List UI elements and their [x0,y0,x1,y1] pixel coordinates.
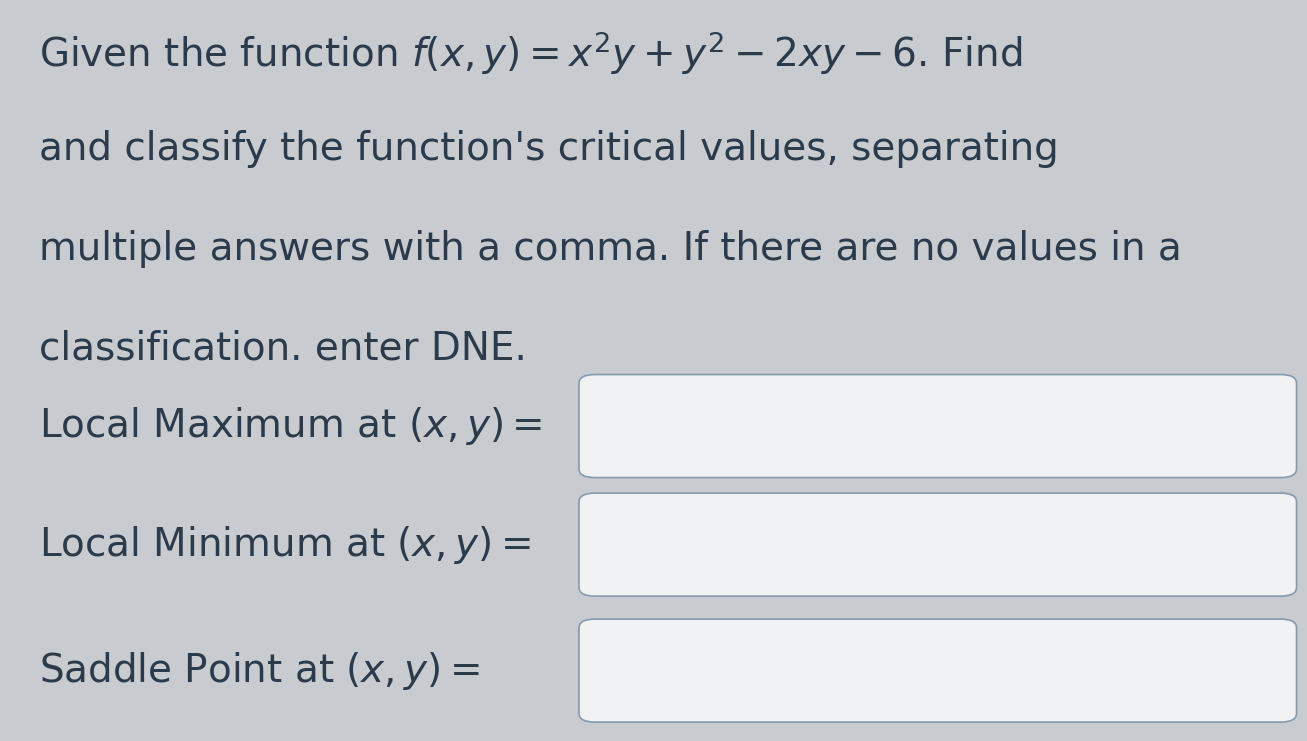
FancyBboxPatch shape [579,375,1297,478]
Text: and classify the function's critical values, separating: and classify the function's critical val… [39,130,1059,167]
Text: Local Minimum at $(x, y) =$: Local Minimum at $(x, y) =$ [39,524,531,565]
Text: multiple answers with a comma. If there are no values in a: multiple answers with a comma. If there … [39,230,1182,268]
Text: Local Maximum at $(x, y) =$: Local Maximum at $(x, y) =$ [39,405,542,447]
Text: classification. enter DNE.: classification. enter DNE. [39,330,527,368]
FancyBboxPatch shape [579,619,1297,722]
Text: Saddle Point at $(x, y) =$: Saddle Point at $(x, y) =$ [39,650,480,691]
FancyBboxPatch shape [579,494,1297,596]
Text: Given the function $f(x, y) = x^2y + y^2 - 2xy - 6$. Find: Given the function $f(x, y) = x^2y + y^2… [39,30,1022,77]
